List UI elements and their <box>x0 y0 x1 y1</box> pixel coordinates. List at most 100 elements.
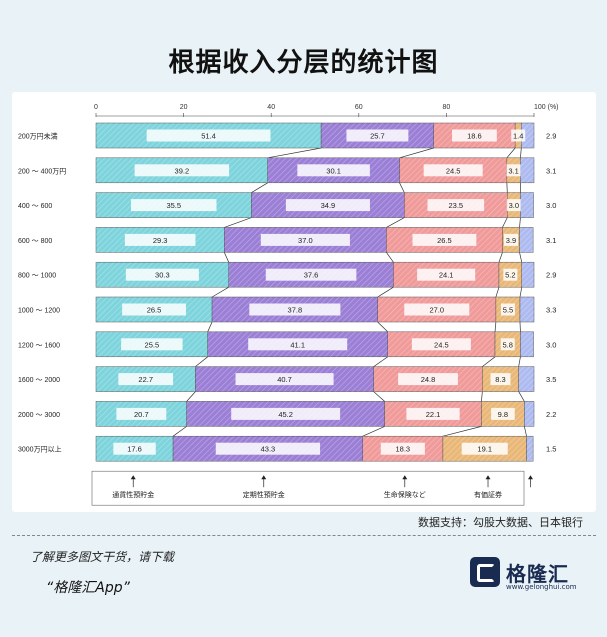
value-label: 30.3 <box>155 271 170 280</box>
x-tick-label: 60 <box>355 104 363 111</box>
value-label-bg <box>506 164 521 177</box>
value-label: 17.6 <box>127 445 142 454</box>
value-label: 1.5 <box>546 445 556 454</box>
legend-series-label: 通貨性預貯金 <box>112 490 154 499</box>
value-label: 20.7 <box>134 410 149 419</box>
value-label: 3.0 <box>546 201 556 210</box>
value-label-bg <box>248 338 348 351</box>
value-label: 24.5 <box>434 340 449 349</box>
value-label-bg <box>116 407 167 420</box>
category-label: 200 ～ 400万円 <box>18 167 66 175</box>
legend-series-label: 生命保険など <box>384 490 426 499</box>
value-label: 5.2 <box>505 271 515 280</box>
value-label: 37.6 <box>304 271 319 280</box>
value-label: 2.9 <box>546 132 556 141</box>
connector-line <box>518 391 525 402</box>
value-label-bg <box>249 303 341 316</box>
value-label: 3.3 <box>546 306 556 315</box>
bar-hatch <box>526 436 534 462</box>
connector-line <box>481 391 483 402</box>
value-label: 51.4 <box>201 132 216 141</box>
value-label-bg <box>113 442 156 455</box>
value-label: 37.8 <box>288 306 303 315</box>
value-label-bg <box>285 199 370 212</box>
x-tick-label: 40 <box>267 104 275 111</box>
value-label-bg <box>504 233 519 246</box>
value-label: 1.4 <box>513 132 523 141</box>
connector-line <box>186 391 196 402</box>
value-label: 30.1 <box>326 166 341 175</box>
connector-line <box>442 426 482 437</box>
app-name[interactable]: “格隆汇App” <box>46 580 130 596</box>
connector-line <box>386 217 405 228</box>
connector-line <box>373 356 388 367</box>
bar-hatch <box>519 297 534 322</box>
connector-line <box>377 286 394 298</box>
connector-line <box>498 252 503 263</box>
connector-line <box>519 252 523 263</box>
value-label-bg <box>124 233 196 246</box>
value-label-bg <box>125 268 199 281</box>
value-label: 3.0 <box>509 201 519 210</box>
value-label: 34.9 <box>321 201 336 210</box>
value-label: 26.5 <box>437 236 452 245</box>
value-label-bg <box>118 373 174 386</box>
value-label: 29.3 <box>153 236 168 245</box>
value-label-bg <box>452 129 497 142</box>
x-tick-label: 100 (%) <box>534 104 559 111</box>
category-label: 400 ～ 600 <box>18 203 52 210</box>
value-label-bg <box>417 268 476 281</box>
value-label: 8.3 <box>495 375 505 384</box>
value-label-bg <box>412 233 477 246</box>
category-label: 3000万円以上 <box>18 445 62 454</box>
value-label-bg <box>122 303 186 316</box>
footer-divider <box>12 535 596 536</box>
value-label: 35.5 <box>166 201 181 210</box>
category-label: 200万円未満 <box>18 132 58 141</box>
connector-line <box>172 426 187 437</box>
value-label: 22.7 <box>138 375 153 384</box>
value-label: 45.2 <box>278 410 293 419</box>
connector-line <box>399 182 405 193</box>
value-label: 25.7 <box>370 132 385 141</box>
value-label: 18.6 <box>467 132 482 141</box>
connector-line <box>251 182 268 193</box>
value-label-bg <box>146 129 271 142</box>
connector-line <box>520 147 522 158</box>
bar-hatch <box>521 262 534 288</box>
legend-arrowhead <box>261 475 267 480</box>
download-hint: 了解更多图文干货，请下载 <box>30 550 175 564</box>
x-tick-label: 20 <box>180 104 188 111</box>
connector-line <box>362 426 385 437</box>
value-label: 24.1 <box>439 271 454 280</box>
connector-line <box>399 147 434 159</box>
value-label: 3.1 <box>546 166 556 175</box>
value-label-bg <box>461 442 508 455</box>
value-label: 25.5 <box>145 340 160 349</box>
x-tick-label: 0 <box>94 104 98 111</box>
legend-arrowhead <box>485 475 491 480</box>
value-label: 39.2 <box>175 166 190 175</box>
value-label-bg <box>121 338 183 351</box>
bar-hatch <box>520 331 534 357</box>
value-label-bg <box>265 268 357 281</box>
value-label: 43.3 <box>261 445 276 454</box>
value-label-bg <box>398 373 458 386</box>
connector-line <box>211 286 229 298</box>
connector-line <box>524 426 527 437</box>
connector-line <box>482 356 496 367</box>
value-label-bg <box>346 129 409 142</box>
connector-line <box>519 287 523 298</box>
value-label: 40.7 <box>277 375 292 384</box>
connector-line <box>519 217 521 228</box>
category-label: 600 ～ 800 <box>18 238 52 245</box>
value-label: 37.0 <box>298 236 313 245</box>
value-label-bg <box>404 303 470 316</box>
value-label: 3.5 <box>546 375 556 384</box>
category-label: 2000 ～ 3000 <box>18 412 60 419</box>
value-label: 3.1 <box>546 236 556 245</box>
category-label: 1600 ～ 2000 <box>18 377 60 384</box>
value-label-bg <box>490 373 511 386</box>
x-tick-label: 80 <box>443 104 451 111</box>
value-label: 23.5 <box>449 201 464 210</box>
